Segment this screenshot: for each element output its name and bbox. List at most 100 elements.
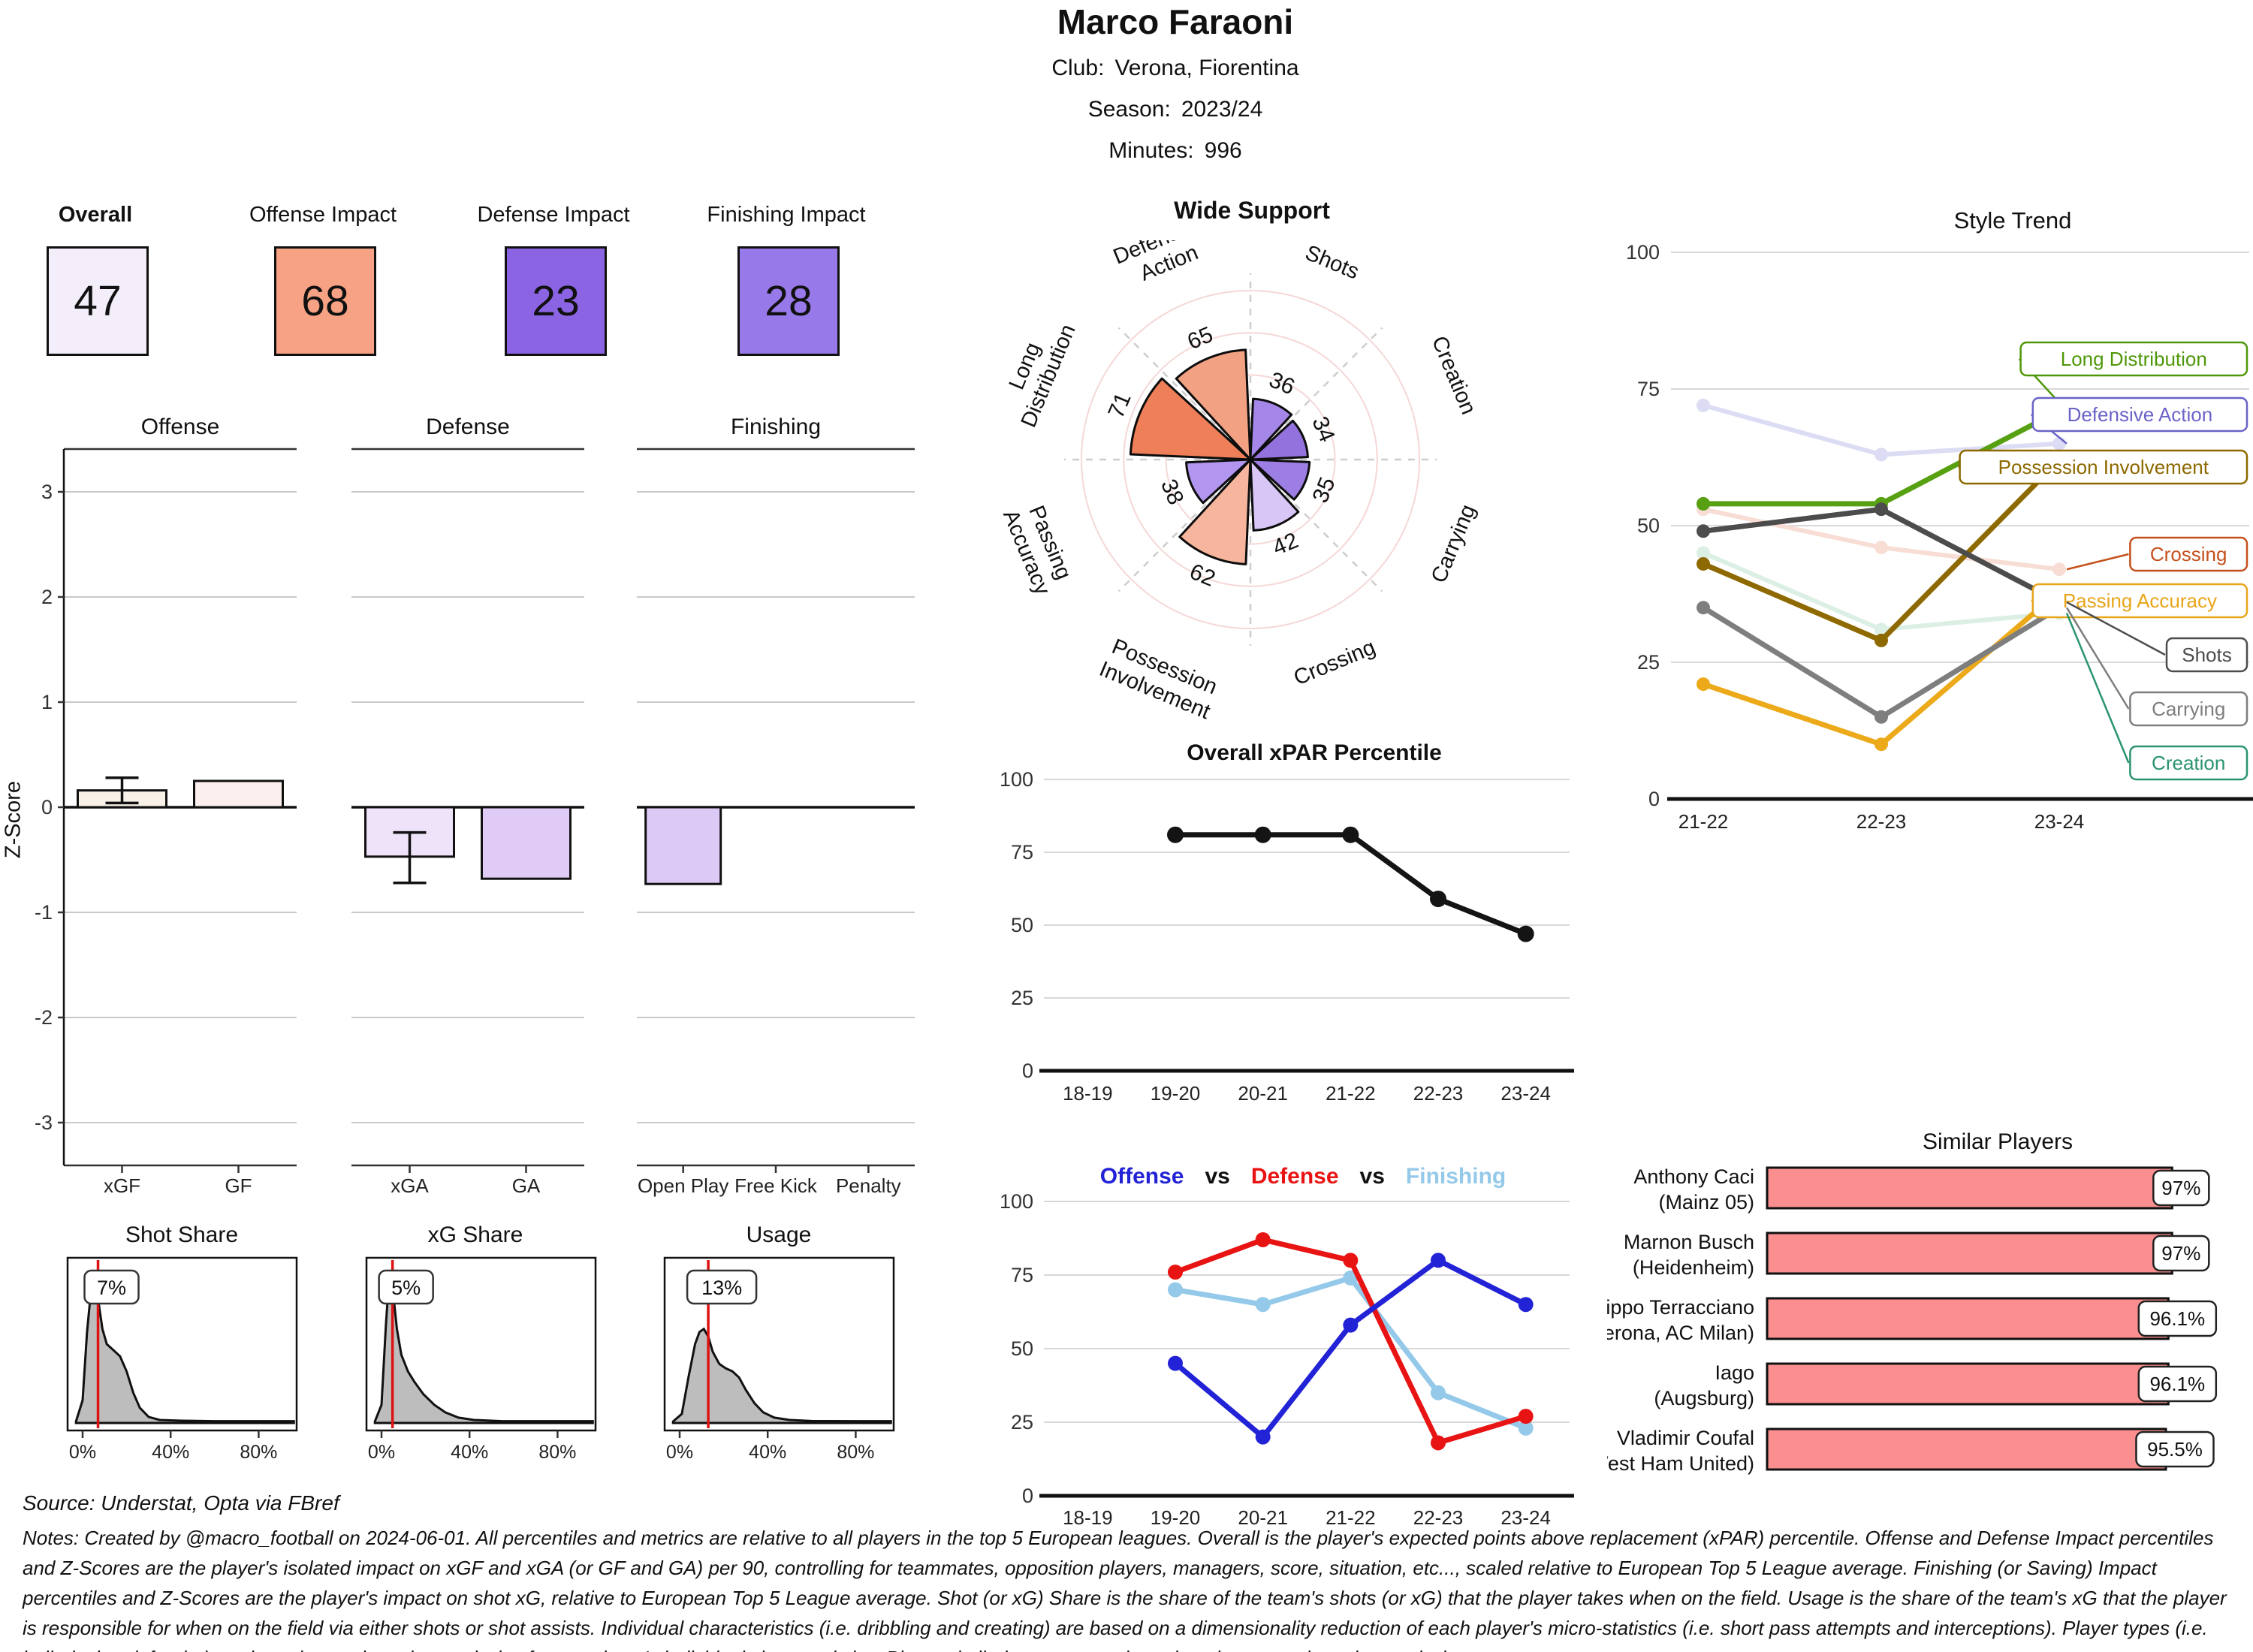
zscore-y-tick: 1 (41, 691, 53, 713)
data-point (1431, 1253, 1446, 1268)
zscore-y-tick: -2 (35, 1006, 53, 1029)
similarity-bar (1766, 1297, 2170, 1340)
data-point (1431, 1435, 1446, 1451)
radar-axis-label: Shots (1301, 241, 1362, 285)
odf-title-part: Finishing (1405, 1164, 1507, 1189)
y-tick: 25 (1011, 1411, 1033, 1433)
label-connector (2065, 607, 2130, 710)
finishing-impact-box: 28 (737, 246, 840, 356)
minutes-value: 996 (1204, 138, 1242, 163)
player-name: Iago (1715, 1361, 1754, 1384)
y-tick: 100 (1000, 1190, 1033, 1213)
shot-share-title: Shot Share (125, 1222, 239, 1247)
overall-label: Overall (58, 203, 133, 227)
x-tick: 18-19 (1063, 1082, 1113, 1105)
x-tick: 18-19 (1063, 1506, 1113, 1529)
series-label: Passing Accuracy (2063, 589, 2217, 612)
Defense-line (1172, 1237, 1529, 1446)
density-x-tick: 80% (240, 1442, 277, 1463)
player-club: (West Ham United) (1607, 1452, 1754, 1475)
data-point (1343, 1253, 1359, 1268)
data-point (1167, 826, 1184, 843)
density-panel: 13% 0% 40% 80% (663, 1256, 895, 1463)
player-club: (Augsburg) (1654, 1387, 1754, 1409)
radar-value: 42 (1269, 528, 1301, 560)
x-tick: 19-20 (1151, 1082, 1201, 1105)
series-label-box (2165, 637, 2248, 673)
zscore-offense-title: Offense (140, 415, 220, 439)
similarity-value: 97% (2161, 1242, 2200, 1265)
minutes-line: Minutes: 996 (800, 138, 1551, 164)
zscore-panel-finishing: Open Play Free Kick Penalty (637, 448, 915, 1197)
radar-axis-label: Creation (1427, 333, 1481, 418)
x-tick: 20-21 (1238, 1506, 1288, 1529)
data-point (1168, 1355, 1183, 1371)
series-label-box (2129, 691, 2248, 727)
series-label-box (2031, 396, 2248, 433)
data-point (1518, 1420, 1534, 1436)
data-point (1430, 891, 1446, 908)
series-label: Creation (2152, 752, 2225, 774)
y-tick: 50 (1637, 514, 1660, 537)
player-name: Anthony Caci (1633, 1165, 1754, 1188)
radar-wedge-defensive-action (1175, 348, 1252, 461)
radar-wedge-creation (1249, 419, 1309, 461)
y-tick: 50 (1011, 914, 1033, 936)
data-point (1255, 1297, 1271, 1313)
radar-axis-label: PassingAccuracy (998, 496, 1078, 598)
radar-axis-label: PossessionInvolvement (1096, 634, 1223, 725)
series-label: Long Distribution (2061, 348, 2207, 370)
data-point (1168, 1282, 1183, 1298)
data-point (1518, 1409, 1534, 1424)
density-curve (74, 1278, 295, 1424)
zscore-category-label: xGF (104, 1174, 140, 1197)
radar-value: 62 (1186, 559, 1218, 592)
radar-ring (1123, 332, 1378, 587)
y-tick: 75 (1011, 1264, 1033, 1286)
season-value: 2023/24 (1181, 97, 1263, 122)
series-label: Crossing (2150, 543, 2227, 565)
offense-impact-label: Offense Impact (249, 203, 397, 227)
offense-impact-box: 68 (274, 246, 376, 356)
radar-title: Wide Support (1174, 197, 1330, 224)
zscore-panel-defense: xGA GA (351, 448, 584, 1197)
season-label: Season: (1087, 97, 1171, 122)
series-label: Carrying (2152, 698, 2225, 720)
similarity-value: 95.5% (2147, 1438, 2203, 1461)
methodology-notes: Notes: Created by @macro_football on 202… (23, 1527, 2227, 1652)
radar-wedge-crossing (1249, 458, 1300, 532)
odf-title-part: Offense (1099, 1164, 1184, 1189)
x-tick: 21-22 (1326, 1506, 1376, 1529)
density-panel: 7% 0% 40% 80% (66, 1256, 298, 1463)
style-trend-title: Style Trend (1953, 207, 2072, 234)
similarity-value: 96.1% (2149, 1307, 2205, 1330)
y-tick: 25 (1637, 651, 1660, 674)
similar-player-row: Anthony Caci (Mainz 05) 97% (1633, 1165, 2210, 1213)
zscore-bar-chart: xGF GF 3 2 1 0 -1 -2 -3 xGA GA Open Play Free Kick Pe… (35, 448, 915, 1197)
density-x-tick: 40% (749, 1442, 786, 1463)
crossing-line (1701, 507, 2061, 572)
zscore-category-label: Penalty (836, 1174, 901, 1197)
data-point (1255, 1231, 1271, 1247)
y-tick: 50 (1011, 1337, 1033, 1360)
style-radar-chart: 65DefensiveAction36Shots34Creation35Carr… (998, 240, 1481, 725)
radar-ring (1165, 374, 1336, 545)
y-tick: 0 (1648, 788, 1660, 810)
y-tick: 75 (1637, 378, 1660, 400)
zscore-y-tick: -1 (35, 901, 53, 924)
overall-score-box: 47 (47, 246, 149, 356)
data-point (1431, 1385, 1446, 1400)
marker-value: 7% (97, 1277, 126, 1299)
radar-wedge-carrying (1249, 458, 1311, 501)
density-x-tick: 80% (837, 1442, 874, 1463)
x-tick: 19-20 (1151, 1506, 1201, 1529)
radar-value: 34 (1307, 413, 1339, 445)
data-point (1255, 1429, 1271, 1445)
xg-share-title: xG Share (427, 1222, 523, 1247)
style-trend-chart: 100 75 50 25 0 21-22 22-23 23-24 Long Distributi… (1626, 241, 2253, 833)
similar-player-row: Marnon Busch (Heidenheim) 97% (1624, 1231, 2210, 1279)
data-point (1517, 925, 1534, 942)
density-curve (671, 1327, 892, 1424)
similar-player-row: Iago (Augsburg) 96.1% (1654, 1361, 2218, 1409)
